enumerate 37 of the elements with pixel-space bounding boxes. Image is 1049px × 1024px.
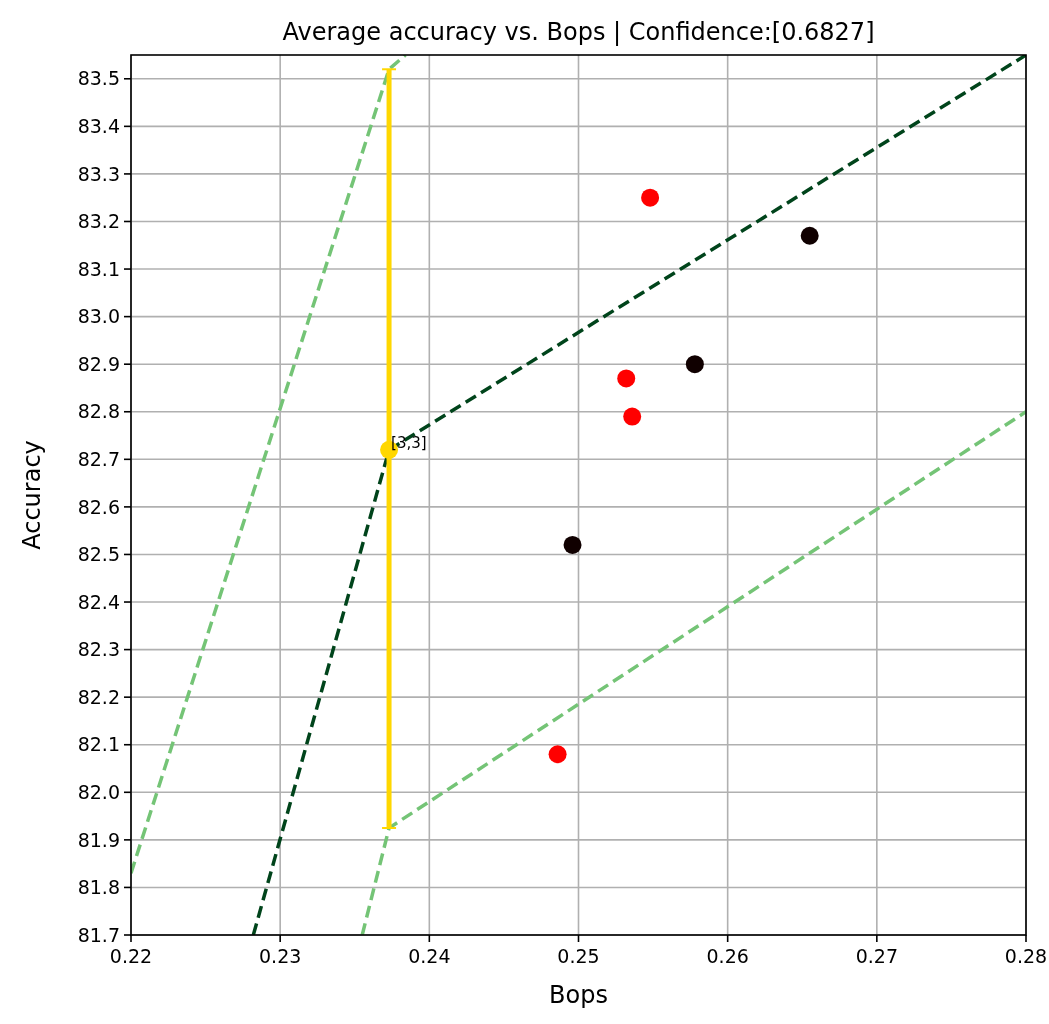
x-tick-label: 0.26 — [706, 945, 749, 967]
y-tick-label: 81.9 — [77, 828, 120, 851]
point — [563, 535, 582, 554]
y-tick-label: 83.2 — [77, 210, 120, 233]
y-tick-label: 81.7 — [77, 923, 120, 946]
y-tick-label: 82.5 — [77, 543, 120, 566]
y-tick-label: 83.0 — [77, 305, 120, 328]
y-tick-label: 82.4 — [77, 590, 120, 613]
point — [623, 407, 642, 426]
y-tick-label: 83.5 — [77, 67, 120, 90]
x-tick-label: 0.27 — [855, 945, 898, 967]
x-tick-label: 0.22 — [109, 945, 153, 967]
x-tick-label: 0.28 — [1004, 945, 1048, 967]
chart-title: Average accuracy vs. Bops | Confidence:[0.6827] — [282, 18, 875, 46]
y-tick-label: 82.6 — [77, 495, 120, 518]
y-tick-label: 82.1 — [77, 733, 120, 756]
y-tick-label: 83.3 — [77, 162, 120, 185]
point — [685, 355, 704, 374]
y-tick-label: 83.1 — [77, 257, 120, 280]
x-tick-label: 0.23 — [259, 945, 302, 967]
y-tick-label: 82.0 — [77, 780, 120, 803]
point — [800, 226, 819, 245]
y-tick-label: 82.7 — [77, 447, 120, 470]
x-axis-title: Bops — [549, 981, 608, 1009]
point — [548, 745, 567, 764]
y-tick-label: 83.4 — [77, 115, 120, 137]
annotation: [3,3] — [391, 433, 427, 452]
point — [641, 188, 660, 207]
y-tick-label: 82.3 — [77, 638, 120, 661]
y-tick-label: 82.8 — [77, 400, 120, 423]
x-tick-label: 0.25 — [557, 945, 600, 967]
point — [617, 369, 636, 388]
y-axis-title: Accuracy — [18, 440, 46, 550]
y-tick-label: 81.8 — [77, 876, 120, 899]
y-tick-label: 82.9 — [77, 352, 120, 375]
x-tick-label: 0.24 — [408, 945, 451, 967]
y-tick-label: 82.2 — [77, 685, 120, 708]
